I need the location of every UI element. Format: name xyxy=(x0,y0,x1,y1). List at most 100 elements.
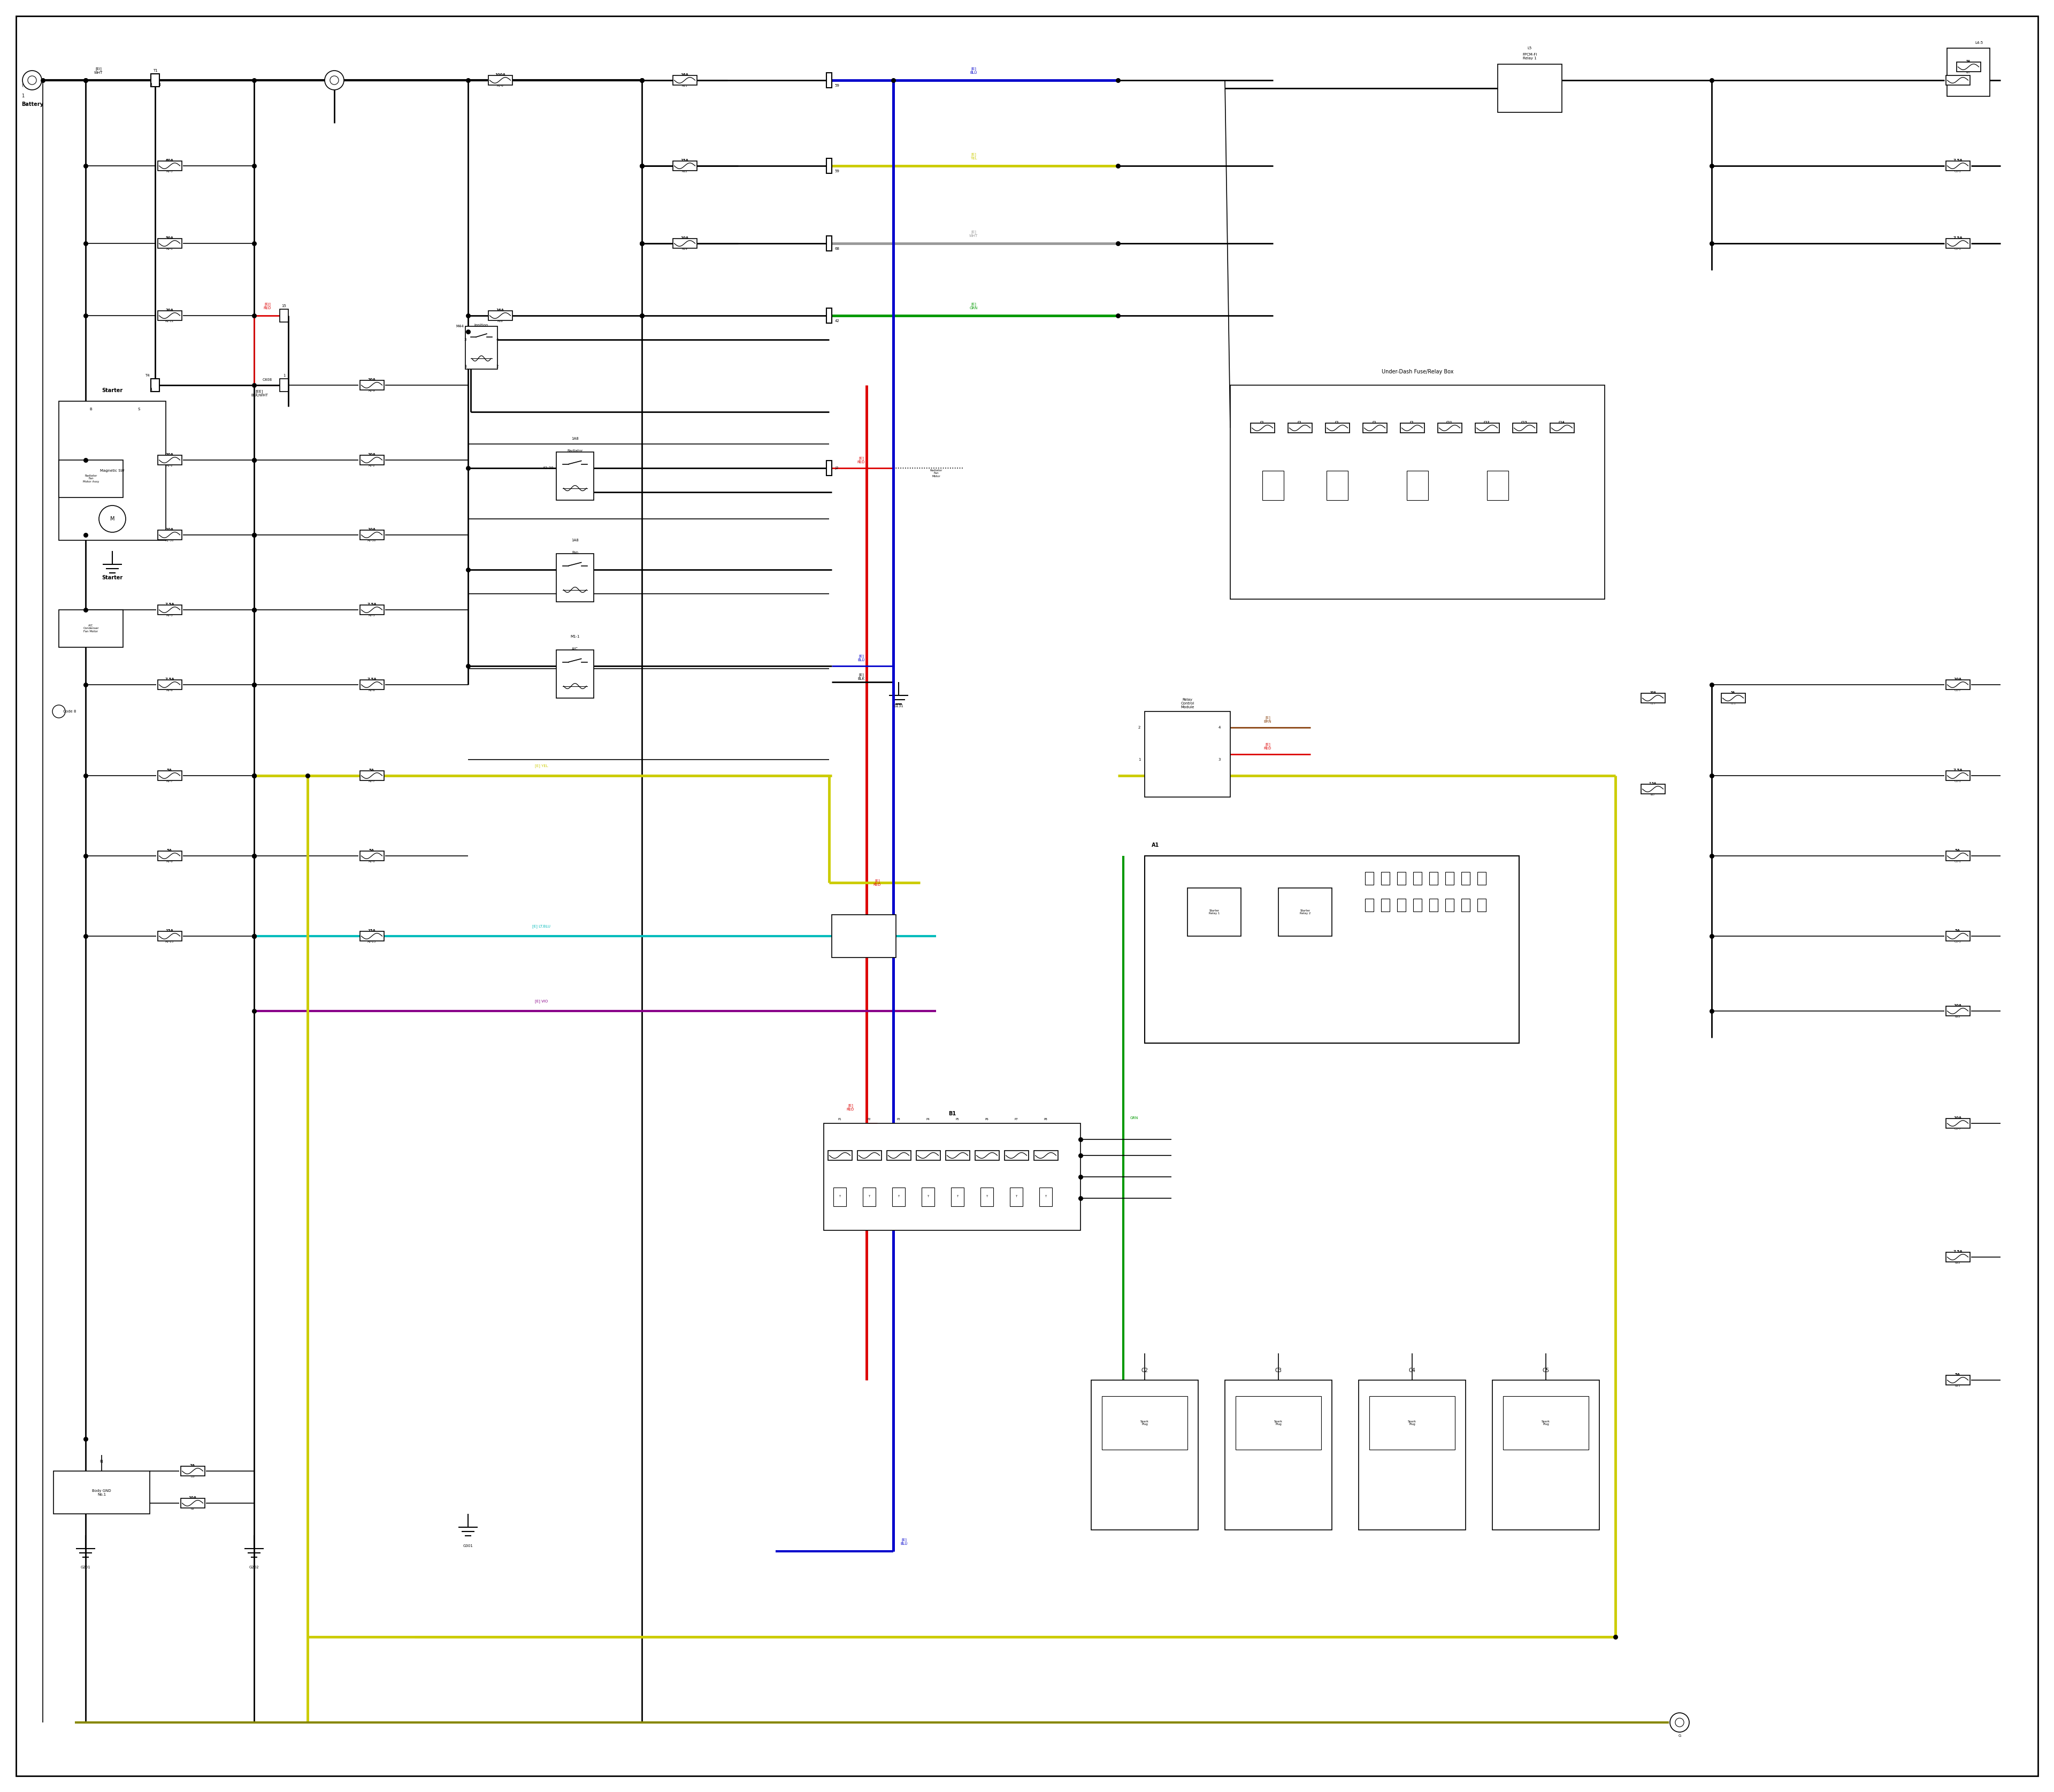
Bar xyxy=(1945,1374,1970,1385)
Bar xyxy=(150,378,160,392)
Text: S: S xyxy=(138,407,140,410)
Point xyxy=(70,762,103,790)
Bar xyxy=(1397,873,1405,885)
Point xyxy=(238,921,271,950)
Bar xyxy=(1144,857,1520,1043)
Point xyxy=(1064,1185,1097,1213)
Point xyxy=(624,66,657,95)
Text: C1-3: C1-3 xyxy=(1953,780,1962,783)
Bar xyxy=(826,237,832,251)
Text: Radiator
Fan
Motor: Radiator Fan Motor xyxy=(930,470,943,478)
Text: B: B xyxy=(90,407,92,410)
Bar xyxy=(1413,873,1421,885)
Circle shape xyxy=(1676,1719,1684,1727)
Point xyxy=(452,66,485,95)
Text: A2-11: A2-11 xyxy=(164,321,175,323)
Point xyxy=(70,66,103,95)
Bar xyxy=(359,380,384,391)
Point xyxy=(238,595,271,624)
Point xyxy=(238,762,271,790)
Bar xyxy=(1460,873,1471,885)
Point xyxy=(238,521,271,550)
Point xyxy=(238,762,271,790)
Point xyxy=(70,1425,103,1453)
Text: G202: G202 xyxy=(249,1566,259,1570)
Text: 3: 3 xyxy=(464,339,466,340)
Bar xyxy=(359,851,384,860)
Text: 7.5A: 7.5A xyxy=(368,677,376,681)
Point xyxy=(238,996,271,1025)
Bar xyxy=(1224,1380,1331,1530)
Text: BJ: BJ xyxy=(101,1460,103,1462)
Bar xyxy=(1955,63,1980,72)
Text: 7.5A: 7.5A xyxy=(164,602,175,606)
Point xyxy=(238,921,271,950)
Text: 60A: 60A xyxy=(166,159,175,161)
Text: C14: C14 xyxy=(1559,421,1565,423)
Text: 42: 42 xyxy=(834,319,840,323)
Bar xyxy=(158,679,181,690)
Text: 15A: 15A xyxy=(368,930,376,932)
Bar xyxy=(826,461,832,475)
Point xyxy=(70,842,103,871)
Point xyxy=(238,371,271,400)
Bar xyxy=(1237,1396,1321,1450)
Text: B2: B2 xyxy=(1955,84,1960,88)
Point xyxy=(1695,670,1727,699)
Text: 20A: 20A xyxy=(166,453,175,457)
Point xyxy=(452,301,485,330)
Text: [E]
BLU: [E] BLU xyxy=(859,654,865,661)
Point xyxy=(1695,229,1727,258)
Text: [E]
RED: [E] RED xyxy=(857,457,865,464)
Text: (+): (+) xyxy=(21,82,29,88)
Bar xyxy=(1945,771,1970,781)
Bar xyxy=(158,238,181,249)
Text: A2-2: A2-2 xyxy=(166,464,173,468)
Bar xyxy=(826,158,832,174)
Bar xyxy=(1945,851,1970,860)
Bar xyxy=(1945,238,1970,249)
Text: Spark
Plug: Spark Plug xyxy=(1407,1419,1417,1426)
Text: A2-1: A2-1 xyxy=(166,247,173,251)
Text: C2: C2 xyxy=(1142,1367,1148,1373)
Text: 20A: 20A xyxy=(166,308,175,312)
Text: 5A: 5A xyxy=(166,769,173,772)
Point xyxy=(877,66,910,95)
Bar xyxy=(1004,1150,1029,1159)
Point xyxy=(70,229,103,258)
Text: C11: C11 xyxy=(1446,421,1452,423)
Bar xyxy=(359,679,384,690)
Text: G131: G131 xyxy=(893,704,904,708)
Circle shape xyxy=(53,704,66,719)
Point xyxy=(238,521,271,550)
Point xyxy=(624,301,657,330)
Text: 10A: 10A xyxy=(1953,677,1962,681)
Bar xyxy=(557,554,594,602)
Text: Starter: Starter xyxy=(103,575,123,581)
Point xyxy=(238,595,271,624)
Text: Ignition
Coil
Relay: Ignition Coil Relay xyxy=(474,324,489,335)
Text: [E] VIO: [E] VIO xyxy=(534,1000,548,1004)
Bar xyxy=(1278,889,1331,935)
Point xyxy=(70,921,103,950)
Text: C1-1: C1-1 xyxy=(1953,860,1962,862)
Text: 1A8: 1A8 xyxy=(571,539,579,541)
Bar xyxy=(980,1188,994,1206)
Point xyxy=(238,842,271,871)
Bar xyxy=(1033,1150,1058,1159)
Bar xyxy=(359,606,384,615)
Text: [E] LT.BLU: [E] LT.BLU xyxy=(532,925,550,928)
Text: M: M xyxy=(111,516,115,521)
Text: C1
3: C1 3 xyxy=(1372,421,1376,426)
Bar xyxy=(279,310,288,323)
Text: 7.5A: 7.5A xyxy=(1953,1251,1962,1253)
Bar xyxy=(489,75,511,84)
Point xyxy=(70,66,103,95)
Bar xyxy=(1144,711,1230,797)
Point xyxy=(1695,842,1727,871)
Bar xyxy=(1945,161,1970,170)
Text: B2: B2 xyxy=(191,1507,195,1511)
Bar xyxy=(158,455,181,464)
Bar xyxy=(828,1150,852,1159)
Point xyxy=(624,152,657,181)
